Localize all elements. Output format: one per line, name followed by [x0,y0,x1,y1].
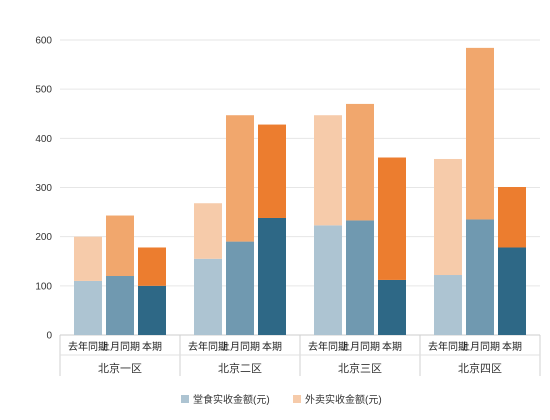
bar-segment [434,275,462,335]
bar-segment [74,236,102,281]
x-category-label: 本期 [502,340,522,353]
x-category-label: 去年同期 [428,340,468,353]
legend-label: 外卖实收金额(元) [305,393,382,406]
y-tick-label: 0 [46,331,52,342]
x-category-label: 本期 [382,340,402,353]
x-category-label: 去年同期 [188,340,228,353]
bar-segment [258,217,286,335]
bar-segment [498,187,526,248]
y-tick-label: 500 [35,85,52,96]
bar-segment [226,115,254,242]
bar-segment [466,47,494,220]
bar-segment [346,103,374,221]
y-tick-label: 600 [35,36,52,47]
bar-segment [258,124,286,218]
bar-segment [106,215,134,276]
x-category-label: 去年同期 [308,340,348,353]
legend: 堂食实收金额(元) 外卖实收金额(元) [181,393,382,406]
x-category-label: 上月同期 [460,341,500,353]
x-group-label: 北京二区 [218,361,262,375]
x-category-label: 上月同期 [100,341,140,353]
x-category-label: 上月同期 [340,341,380,353]
y-tick-label: 400 [35,134,52,145]
bar-segment [314,225,342,335]
bar-segment [314,115,342,226]
bar-segment [106,276,134,335]
bar-segment [74,280,102,335]
y-tick-label: 100 [35,281,52,292]
y-axis: 0 100 200 300 400 500 600 [35,36,52,342]
bar-segment [346,220,374,335]
bar-segment [466,219,494,335]
bar-segment [138,247,166,286]
x-group-label: 北京三区 [338,361,382,375]
bar-segment [378,279,406,335]
bar-segment [194,203,222,259]
bar-segment [226,241,254,335]
legend-swatch [181,395,189,403]
bar-segment [138,285,166,335]
x-category-label: 本期 [142,340,162,353]
x-category-label: 上月同期 [220,341,260,353]
bar-segment [434,158,462,276]
bar-segment [498,247,526,335]
bar-segment [194,258,222,335]
x-group-label: 北京四区 [458,361,502,375]
x-category-label: 本期 [262,340,282,353]
x-category-label: 去年同期 [68,340,108,353]
bars [74,47,526,335]
y-tick-label: 300 [35,183,52,194]
bar-segment [378,157,406,280]
legend-swatch [293,395,301,403]
x-group-label: 北京一区 [98,361,142,375]
legend-label: 堂食实收金额(元) [193,393,270,406]
y-tick-label: 200 [35,232,52,243]
